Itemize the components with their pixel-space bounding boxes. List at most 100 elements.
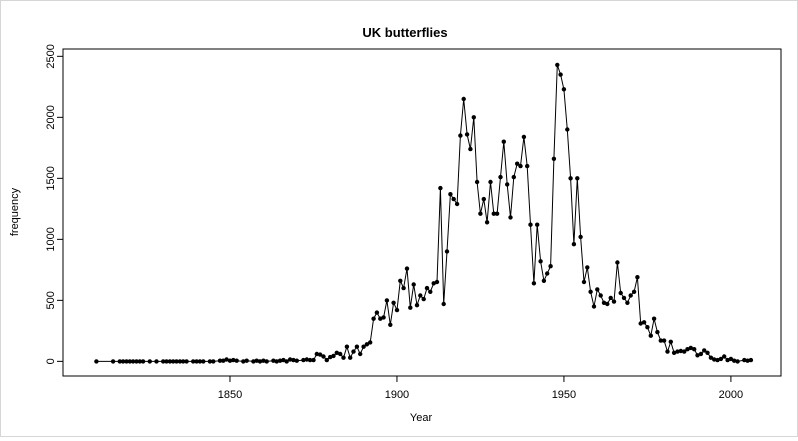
data-point	[124, 359, 129, 364]
data-point	[618, 290, 623, 296]
data-point	[287, 357, 293, 362]
data-point	[635, 275, 640, 280]
data-point	[244, 358, 249, 363]
data-point	[431, 281, 436, 286]
data-point	[137, 359, 142, 364]
data-point	[484, 220, 490, 225]
data-point	[575, 176, 580, 181]
data-point	[191, 359, 196, 364]
data-point	[368, 340, 373, 345]
data-point	[130, 359, 136, 364]
data-point	[525, 163, 530, 169]
data-point	[551, 156, 557, 161]
data-point	[181, 359, 186, 364]
data-point	[378, 316, 383, 321]
data-point	[732, 358, 737, 363]
data-point	[341, 355, 346, 360]
data-point	[555, 62, 560, 68]
data-point	[494, 211, 500, 216]
data-point	[725, 357, 730, 363]
data-point	[388, 322, 393, 327]
data-point	[274, 359, 279, 364]
data-point	[715, 357, 720, 363]
data-point	[571, 242, 577, 247]
data-point	[718, 356, 724, 362]
data-point	[668, 339, 673, 344]
data-point	[444, 249, 450, 254]
data-point	[708, 355, 714, 360]
data-point	[224, 357, 229, 362]
data-point	[541, 278, 547, 283]
data-point	[695, 353, 700, 358]
data-point	[294, 358, 299, 363]
data-point	[464, 132, 470, 137]
y-tick-label: 2000	[45, 105, 57, 129]
y-tick-label: 500	[45, 291, 57, 309]
data-point	[631, 289, 637, 294]
data-point	[628, 293, 633, 298]
data-point	[658, 338, 663, 343]
x-axis: 1850 1900 1950 2000	[218, 376, 743, 401]
data-point	[418, 293, 423, 298]
data-point	[354, 344, 360, 349]
data-point	[277, 358, 283, 363]
data-point	[625, 300, 630, 305]
data-point	[688, 345, 693, 351]
data-point	[558, 72, 563, 77]
data-point	[251, 359, 256, 364]
data-point	[421, 296, 426, 302]
data-point	[134, 359, 139, 364]
data-point	[611, 299, 617, 304]
data-point	[384, 298, 390, 303]
data-point	[348, 355, 353, 360]
data-point	[184, 359, 189, 364]
data-point	[391, 300, 396, 305]
data-point	[167, 359, 173, 364]
data-point	[685, 347, 690, 352]
data-point	[548, 264, 553, 269]
x-tick-label: 2000	[719, 389, 743, 401]
data-point	[655, 329, 660, 335]
data-point	[438, 185, 443, 191]
data-point	[317, 352, 323, 357]
data-point	[641, 320, 647, 325]
data-point	[468, 146, 473, 152]
data-point	[581, 279, 587, 285]
data-point	[498, 174, 503, 180]
data-point	[261, 358, 266, 363]
data-point	[331, 353, 336, 359]
data-point	[381, 315, 386, 320]
data-point	[257, 359, 263, 364]
data-point	[434, 279, 440, 285]
data-point	[621, 295, 627, 301]
data-point	[608, 295, 613, 301]
data-point	[458, 133, 463, 138]
data-point	[117, 359, 123, 364]
data-point	[271, 358, 276, 363]
data-point	[545, 271, 550, 276]
x-tick-label: 1900	[385, 389, 409, 401]
data-point	[211, 359, 216, 364]
data-point	[501, 139, 506, 144]
data-point	[161, 359, 166, 364]
data-point	[324, 357, 329, 363]
data-point	[174, 359, 179, 364]
data-point	[745, 358, 750, 363]
data-point	[702, 348, 707, 353]
data-point	[748, 357, 754, 363]
data-point	[605, 301, 610, 307]
data-point	[328, 354, 333, 360]
data-point	[207, 359, 213, 364]
data-point	[371, 316, 376, 321]
data-point	[231, 357, 236, 363]
data-point	[638, 321, 643, 326]
data-point	[451, 196, 456, 202]
data-point	[110, 359, 116, 364]
data-point	[528, 222, 533, 227]
data-point	[334, 350, 339, 355]
data-point	[598, 293, 603, 298]
data-point	[201, 359, 206, 364]
data-point	[454, 201, 460, 207]
data-point	[241, 359, 246, 364]
